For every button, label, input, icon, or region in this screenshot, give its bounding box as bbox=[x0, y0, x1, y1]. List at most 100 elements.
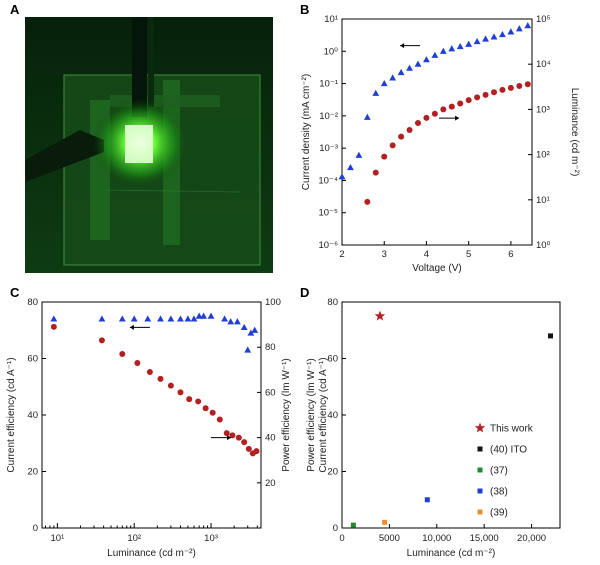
plot-frame bbox=[41, 301, 262, 529]
data-point-b bbox=[364, 198, 371, 205]
device-photo bbox=[25, 17, 273, 273]
data-point-b bbox=[465, 40, 473, 47]
legend-marker-d bbox=[477, 446, 483, 452]
data-point-b bbox=[499, 30, 506, 38]
data-point-c bbox=[119, 350, 126, 357]
y2-tick-label-c: 60 bbox=[265, 387, 276, 398]
data-point-b bbox=[507, 28, 515, 35]
data-point-c bbox=[50, 315, 58, 322]
y-tick-label-d: 0 bbox=[333, 523, 338, 534]
data-point-c bbox=[167, 382, 174, 389]
data-point-b bbox=[398, 133, 405, 140]
y-tick-label-c: 0 bbox=[33, 523, 38, 534]
data-point-c bbox=[98, 315, 106, 322]
data-point-c bbox=[207, 312, 215, 319]
data-point-c bbox=[233, 318, 241, 325]
y2-axis-label-d: Current efficiency (cd A⁻¹) bbox=[318, 357, 329, 472]
y-axis-label-c: Current efficiency (cd A⁻¹) bbox=[6, 357, 17, 472]
data-point-c bbox=[227, 318, 235, 325]
data-point-b bbox=[474, 94, 481, 101]
plot-frame bbox=[341, 301, 561, 529]
data-point-c bbox=[118, 315, 126, 322]
data-point-b bbox=[423, 114, 430, 121]
data-point-c bbox=[195, 398, 202, 405]
legend-label-d: This work bbox=[490, 424, 534, 435]
data-point-c bbox=[202, 405, 209, 412]
y-tick-label-b: 10¹ bbox=[324, 14, 338, 25]
y-tick-label-c: 40 bbox=[27, 410, 38, 421]
data-point-c bbox=[177, 315, 184, 322]
data-point-d bbox=[374, 310, 386, 321]
legend-label-d: (39) bbox=[490, 508, 508, 519]
data-point-b bbox=[423, 56, 430, 63]
y-tick-label-b: 10⁻⁶ bbox=[319, 240, 339, 251]
y2-axis-label-b: Luminance (cd m⁻²) bbox=[569, 88, 580, 177]
legend-marker-d bbox=[477, 509, 483, 515]
data-point-b bbox=[482, 91, 489, 98]
y-tick-label-b: 10⁻³ bbox=[319, 143, 338, 154]
data-point-b bbox=[482, 35, 489, 42]
y-tick-label-b: 10⁻¹ bbox=[319, 79, 338, 90]
data-point-b bbox=[516, 82, 523, 89]
x-tick-label-d: 15,000 bbox=[470, 533, 499, 544]
data-point-c bbox=[241, 439, 248, 446]
x-tick-label-b: 5 bbox=[466, 249, 471, 260]
data-point-c bbox=[130, 315, 138, 322]
y2-tick-label-c: 20 bbox=[265, 478, 276, 489]
data-point-b bbox=[491, 89, 497, 96]
data-point-c bbox=[146, 369, 153, 376]
x-tick-label-d: 10,000 bbox=[422, 533, 451, 544]
data-point-b bbox=[372, 89, 380, 96]
arrow-c-head bbox=[129, 324, 134, 330]
data-point-c bbox=[209, 409, 216, 416]
legend-marker-d bbox=[477, 467, 483, 473]
y-tick-label-b: 10⁰ bbox=[324, 46, 339, 57]
data-point-c bbox=[134, 360, 141, 367]
chart-b: 2 3 4 5 6 10⁻⁶ 10⁻⁵ 10⁻⁴ 10⁻³ 10⁻² 10⁻¹ 10⁰ 10¹ 10⁰ 10… bbox=[301, 14, 580, 274]
y2-tick-label-b: 10³ bbox=[536, 104, 550, 115]
data-point-d bbox=[424, 497, 430, 503]
data-point-b bbox=[406, 64, 413, 71]
y2-tick-label-b: 10⁴ bbox=[536, 59, 551, 70]
x-tick-label-d: 20,000 bbox=[517, 533, 546, 544]
data-point-b bbox=[439, 47, 447, 54]
data-point-b bbox=[465, 97, 472, 104]
y2-tick-label-c: 100 bbox=[265, 297, 281, 308]
data-point-d bbox=[350, 522, 356, 528]
data-point-b bbox=[448, 103, 455, 110]
y2-axis-label-c: Power efficiency (lm W⁻¹) bbox=[281, 358, 292, 471]
y-tick-label-c: 60 bbox=[27, 354, 38, 365]
data-point-b bbox=[456, 42, 464, 50]
panel-label-a: A bbox=[10, 2, 20, 17]
x-tick-label-d: 5000 bbox=[379, 533, 400, 544]
data-point-c bbox=[240, 323, 248, 331]
data-point-c bbox=[245, 445, 252, 452]
data-point-c bbox=[184, 315, 192, 322]
data-point-b bbox=[389, 142, 396, 149]
data-point-c bbox=[216, 416, 223, 423]
data-point-b bbox=[397, 68, 405, 76]
arrow-b-head bbox=[400, 43, 405, 49]
data-point-c bbox=[157, 375, 164, 382]
x-tick-label-c: 10² bbox=[127, 533, 141, 544]
x-tick-label-c: 10³ bbox=[204, 533, 218, 544]
data-point-c bbox=[247, 329, 255, 336]
arrow-c-head bbox=[227, 435, 232, 441]
y-tick-label-c: 80 bbox=[27, 297, 38, 308]
y-tick-label-d: 40 bbox=[327, 410, 338, 421]
y2-tick-label-c: 40 bbox=[265, 433, 276, 444]
y2-tick-label-b: 10¹ bbox=[536, 195, 550, 206]
x-tick-label-b: 3 bbox=[382, 249, 387, 260]
data-point-c bbox=[200, 312, 208, 319]
y2-tick-label-b: 10⁵ bbox=[536, 14, 551, 25]
data-point-c bbox=[157, 315, 164, 322]
data-point-d bbox=[548, 333, 554, 339]
data-point-b bbox=[499, 86, 506, 93]
data-point-b bbox=[355, 151, 363, 158]
data-point-c bbox=[144, 315, 152, 322]
data-point-b bbox=[414, 60, 422, 67]
data-point-b bbox=[338, 173, 346, 180]
legend-marker-d bbox=[474, 422, 486, 433]
data-point-c bbox=[190, 315, 198, 322]
x-axis-label-d: Luminance (cd m⁻²) bbox=[407, 548, 496, 559]
